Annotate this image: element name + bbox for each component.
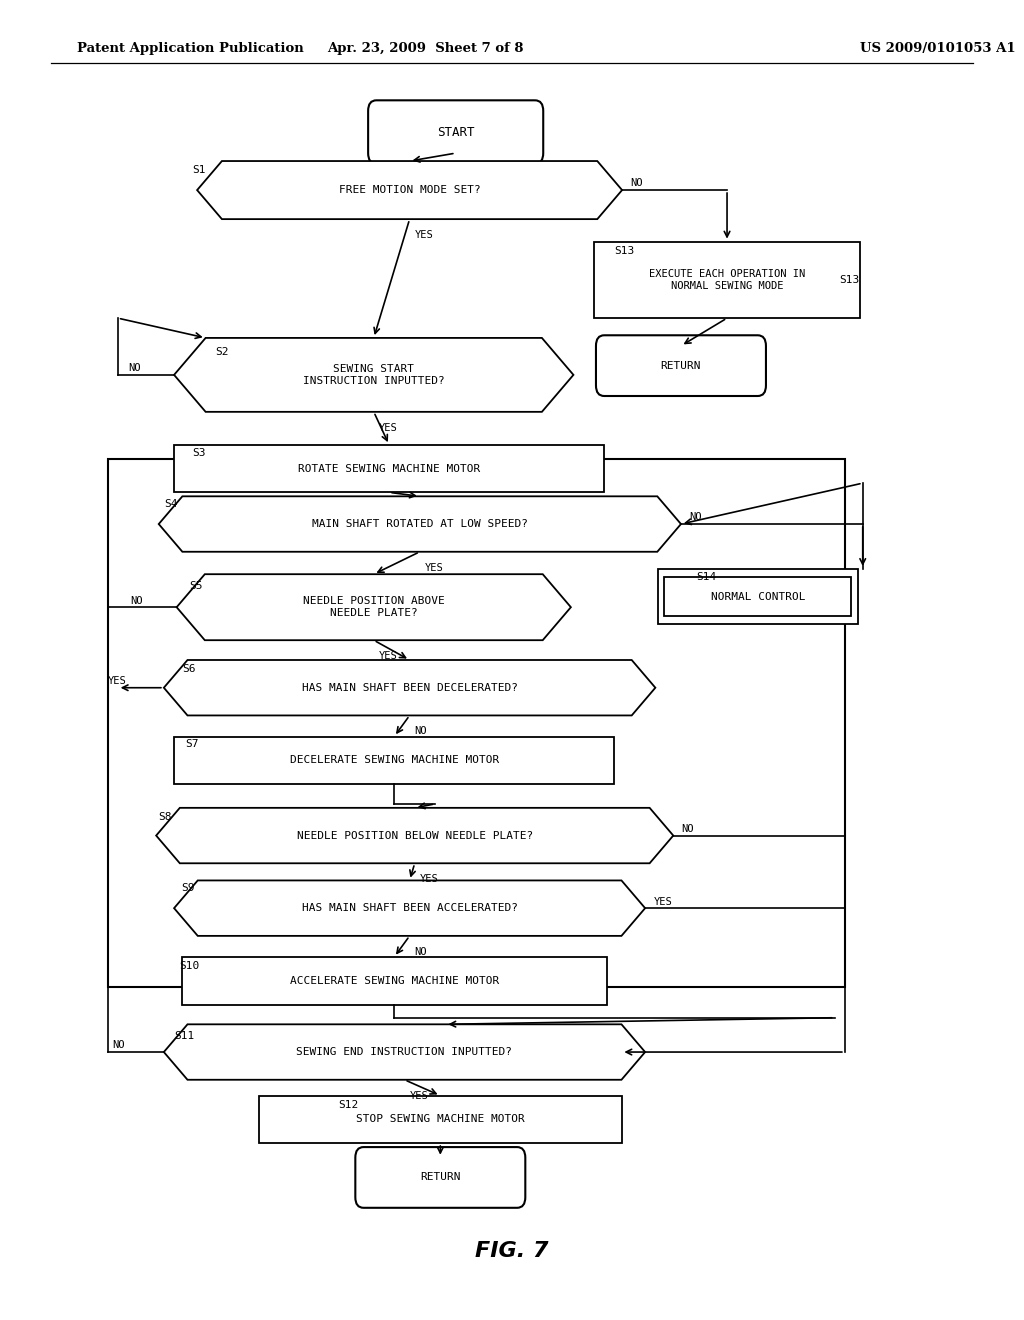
Text: S10: S10 (179, 961, 200, 972)
Text: YES: YES (653, 896, 672, 907)
FancyBboxPatch shape (369, 100, 543, 164)
Bar (182, 957, 606, 1005)
Bar (174, 445, 604, 492)
Text: NORMAL CONTROL: NORMAL CONTROL (711, 591, 805, 602)
Text: SEWING END INSTRUCTION INPUTTED?: SEWING END INSTRUCTION INPUTTED? (297, 1047, 512, 1057)
Text: NO: NO (631, 178, 643, 189)
Text: S8: S8 (159, 812, 172, 822)
Text: NEEDLE POSITION ABOVE
NEEDLE PLATE?: NEEDLE POSITION ABOVE NEEDLE PLATE? (303, 597, 444, 618)
Text: S13: S13 (840, 275, 860, 285)
Text: S1: S1 (193, 165, 206, 176)
Text: S2: S2 (215, 347, 228, 358)
Bar (657, 569, 857, 624)
Text: YES: YES (425, 562, 443, 573)
Text: S9: S9 (181, 883, 195, 894)
Text: S13: S13 (614, 246, 635, 256)
Bar (108, 459, 845, 987)
Text: FREE MOTION MODE SET?: FREE MOTION MODE SET? (339, 185, 480, 195)
Text: HAS MAIN SHAFT BEEN DECELERATED?: HAS MAIN SHAFT BEEN DECELERATED? (302, 682, 517, 693)
Bar (174, 737, 614, 784)
Polygon shape (164, 1024, 645, 1080)
Text: SEWING START
INSTRUCTION INPUTTED?: SEWING START INSTRUCTION INPUTTED? (303, 364, 444, 385)
Polygon shape (157, 808, 674, 863)
Text: S11: S11 (174, 1031, 195, 1041)
Text: START: START (437, 125, 474, 139)
Text: S4: S4 (164, 499, 177, 510)
Text: YES: YES (415, 230, 433, 240)
FancyBboxPatch shape (355, 1147, 525, 1208)
Text: NO: NO (689, 512, 701, 523)
Text: S14: S14 (696, 572, 717, 582)
Text: RETURN: RETURN (420, 1172, 461, 1183)
Bar (664, 577, 851, 616)
Text: S7: S7 (185, 739, 199, 750)
Text: YES: YES (410, 1090, 428, 1101)
Text: NO: NO (682, 824, 694, 834)
Polygon shape (174, 880, 645, 936)
Text: RETURN: RETURN (660, 360, 701, 371)
Polygon shape (174, 338, 573, 412)
Text: Patent Application Publication: Patent Application Publication (77, 42, 303, 54)
Text: NO: NO (131, 595, 143, 606)
Text: HAS MAIN SHAFT BEEN ACCELERATED?: HAS MAIN SHAFT BEEN ACCELERATED? (302, 903, 517, 913)
Text: NEEDLE POSITION BELOW NEEDLE PLATE?: NEEDLE POSITION BELOW NEEDLE PLATE? (297, 830, 532, 841)
Text: US 2009/0101053 A1: US 2009/0101053 A1 (860, 42, 1016, 54)
Text: YES: YES (420, 874, 438, 884)
Text: S5: S5 (189, 581, 203, 591)
Text: YES: YES (108, 676, 126, 686)
Text: S12: S12 (338, 1100, 358, 1110)
Text: Apr. 23, 2009  Sheet 7 of 8: Apr. 23, 2009 Sheet 7 of 8 (327, 42, 523, 54)
Text: YES: YES (379, 422, 397, 433)
Text: EXECUTE EACH OPERATION IN
NORMAL SEWING MODE: EXECUTE EACH OPERATION IN NORMAL SEWING … (649, 269, 805, 290)
FancyBboxPatch shape (596, 335, 766, 396)
Text: MAIN SHAFT ROTATED AT LOW SPEED?: MAIN SHAFT ROTATED AT LOW SPEED? (312, 519, 527, 529)
Text: NO: NO (415, 946, 427, 957)
Text: S3: S3 (193, 447, 206, 458)
Text: DECELERATE SEWING MACHINE MOTOR: DECELERATE SEWING MACHINE MOTOR (290, 755, 499, 766)
Text: NO: NO (128, 363, 140, 374)
Bar (258, 1096, 622, 1143)
Polygon shape (159, 496, 681, 552)
Text: FIG. 7: FIG. 7 (475, 1241, 549, 1262)
Polygon shape (176, 574, 571, 640)
Polygon shape (198, 161, 623, 219)
Text: ROTATE SEWING MACHINE MOTOR: ROTATE SEWING MACHINE MOTOR (298, 463, 480, 474)
Text: ACCELERATE SEWING MACHINE MOTOR: ACCELERATE SEWING MACHINE MOTOR (290, 975, 499, 986)
Bar (594, 242, 860, 318)
Text: NO: NO (415, 726, 427, 737)
Text: YES: YES (379, 651, 397, 661)
Polygon shape (164, 660, 655, 715)
Text: S6: S6 (182, 664, 196, 675)
Text: NO: NO (113, 1040, 125, 1051)
Text: STOP SEWING MACHINE MOTOR: STOP SEWING MACHINE MOTOR (356, 1114, 524, 1125)
